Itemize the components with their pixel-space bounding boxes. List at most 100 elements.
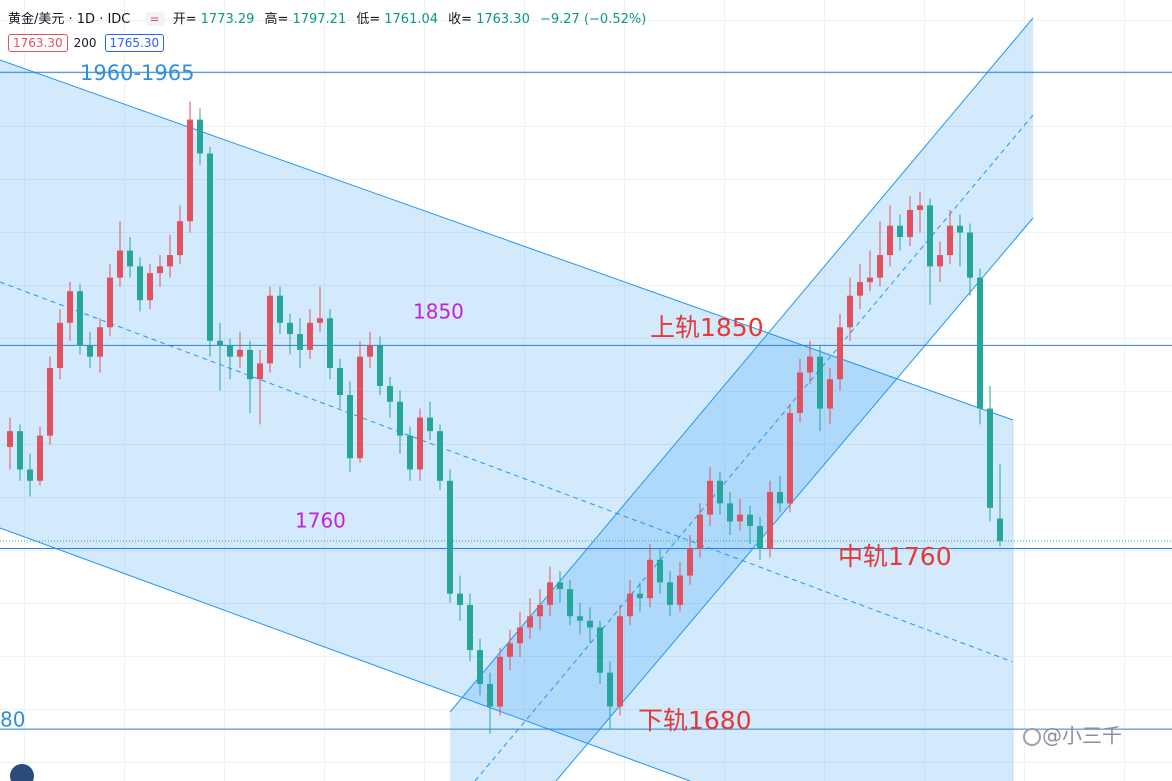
candle-body (297, 334, 303, 350)
candle-body (277, 295, 283, 323)
candle-body (937, 255, 943, 267)
candle-body (697, 514, 703, 549)
candle-body (987, 408, 993, 508)
candle-body (897, 225, 903, 238)
candle-body (707, 480, 713, 515)
watermark: @小三千 (1042, 724, 1122, 748)
candle-body (617, 616, 623, 707)
candle-body (947, 225, 953, 256)
candle-body (627, 593, 633, 617)
candle-body (807, 356, 813, 373)
candle-body (677, 575, 683, 605)
candle-body (67, 291, 73, 323)
candle-body (177, 221, 183, 256)
candle-body (907, 209, 913, 238)
candle-body (847, 295, 853, 328)
candle-body (257, 363, 263, 380)
up-channel (450, 18, 1033, 781)
candle-body (867, 277, 873, 283)
candle-body (577, 616, 583, 621)
ohlc-value: 1773.29 (200, 12, 255, 27)
annotation: 1960-1965 (80, 61, 194, 85)
candle-body (747, 514, 753, 526)
candle-body (247, 349, 253, 380)
candle-body (837, 327, 843, 380)
candle-body (737, 514, 743, 522)
candle-body (127, 250, 133, 267)
candle-body (97, 327, 103, 357)
candle-body (797, 372, 803, 414)
candle-body (117, 250, 123, 278)
candle-body (357, 356, 363, 459)
candle-body (977, 277, 983, 409)
candle-body (687, 548, 693, 576)
candle-body (877, 255, 883, 278)
candle-body (667, 582, 673, 605)
candle-body (197, 119, 203, 154)
candle-body (547, 582, 553, 605)
candle-body (337, 367, 343, 396)
quote-row: 1763.30 200 1765.30 (8, 34, 170, 52)
candle-body (317, 318, 323, 323)
candle-body (957, 225, 963, 233)
annotations: 1960-1965 1850 1760 上轨1850 中轨1760 下轨1680… (0, 61, 1122, 748)
candle-body (557, 582, 563, 590)
candle-body (237, 349, 243, 357)
candle-body (137, 266, 143, 301)
candle-body (567, 589, 573, 617)
candle-body (37, 435, 43, 481)
candle-body (217, 340, 223, 346)
ohlc-value: 1763.30 (476, 12, 530, 27)
candle-body (467, 604, 473, 651)
candle-body (437, 431, 443, 481)
candle-body (757, 525, 763, 549)
ohlc-key: 高= (264, 12, 289, 27)
candle-body (147, 273, 153, 301)
candles (0, 101, 1172, 734)
candle-body (777, 492, 783, 504)
up-channel-lower (555, 217, 1034, 781)
candle-body (417, 417, 423, 470)
candle-body (207, 153, 213, 341)
candle-body (727, 503, 733, 522)
sell-price[interactable]: 1763.30 (8, 34, 68, 52)
candle-body (387, 385, 393, 402)
ohlc-key: 收= (448, 12, 473, 27)
candle-body (227, 345, 233, 357)
annotation: 80 (0, 708, 25, 732)
candle-body (57, 322, 63, 368)
annotation: 下轨1680 (638, 706, 752, 735)
channel-drawings (0, 17, 1034, 781)
candle-body (767, 492, 773, 549)
candle-body (827, 379, 833, 409)
candle-body (407, 435, 413, 470)
ohlc: 开= 1773.29 高= 1797.21 低= 1761.04 收= 1763.30 … (173, 12, 653, 27)
annotation: 1760 (295, 509, 346, 533)
buy-price[interactable]: 1765.30 (104, 34, 165, 52)
candle-body (267, 295, 273, 364)
candle-body (167, 255, 173, 267)
ohlc-key: 低= (356, 12, 381, 27)
levels (0, 71, 1172, 730)
candle-body (887, 225, 893, 256)
down-channel-upper (0, 59, 1014, 421)
down-channel (0, 60, 1013, 781)
candle-body (527, 616, 533, 628)
candle-body (607, 672, 613, 707)
candle-body (637, 593, 643, 599)
menu-badge[interactable]: = (144, 12, 165, 26)
candle-body (817, 356, 823, 409)
ohlc-value: 1761.04 (384, 12, 439, 27)
candle-body (657, 559, 663, 583)
candle-body (597, 627, 603, 673)
change: −9.27 (−0.52%) (539, 12, 647, 27)
candle-body (27, 469, 33, 481)
candle-body (457, 593, 463, 605)
candle-body (487, 683, 493, 707)
candle-body (7, 431, 13, 447)
candle-body (857, 282, 863, 296)
annotation: 1850 (413, 300, 464, 324)
candle-body (587, 620, 593, 628)
